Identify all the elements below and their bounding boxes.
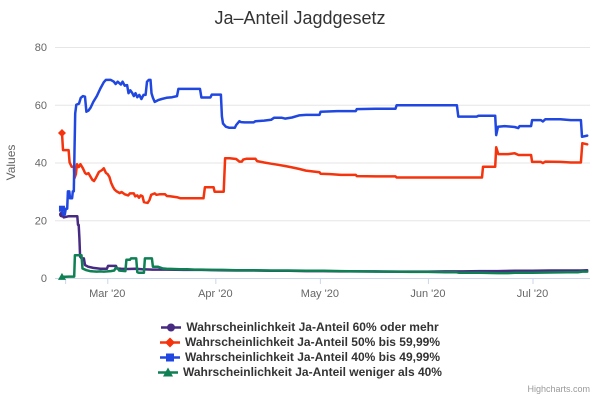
triangle-icon: [163, 367, 173, 377]
triangle-marker-icon: [57, 272, 66, 280]
y-tick-label: 60: [35, 100, 47, 112]
y-tick-label: 80: [35, 42, 47, 54]
legend-item-label: Wahrscheinlichkeit Ja-Anteil weniger als…: [183, 365, 442, 379]
legend-item-2[interactable]: Wahrscheinlichkeit Ja-Anteil 40% bis 49,…: [160, 350, 440, 365]
circle-icon: [167, 323, 176, 332]
y-axis-title: Values: [4, 145, 18, 181]
diamond-legend-marker-icon: [160, 337, 180, 348]
highcharts-credit-link[interactable]: Highcharts.com: [527, 384, 590, 394]
legend-item-0[interactable]: Wahrscheinlichkeit Ja-Anteil 60% oder me…: [161, 320, 439, 335]
y-tick-label: 0: [41, 273, 47, 285]
x-tick-label: Jun '20: [410, 288, 445, 300]
y-tick-label: 40: [35, 158, 47, 170]
legend-item-label: Wahrscheinlichkeit Ja-Anteil 50% bis 59,…: [185, 335, 440, 349]
legend-item-3[interactable]: Wahrscheinlichkeit Ja-Anteil weniger als…: [158, 365, 442, 380]
legend-item-label: Wahrscheinlichkeit Ja-Anteil 40% bis 49,…: [185, 350, 440, 364]
legend-item-1[interactable]: Wahrscheinlichkeit Ja-Anteil 50% bis 59,…: [160, 335, 440, 350]
diamond-marker-icon: [57, 129, 66, 138]
triangle-legend-marker-icon: [158, 367, 178, 377]
square-legend-marker-icon: [160, 353, 180, 362]
series-line-1[interactable]: [60, 131, 589, 205]
square-icon: [166, 353, 174, 362]
square-marker-icon: [58, 205, 65, 212]
diamond-icon: [165, 337, 175, 348]
x-tick-label: Jul '20: [517, 288, 548, 300]
series-line-2[interactable]: [60, 78, 589, 216]
legend: Wahrscheinlichkeit Ja-Anteil 60% oder me…: [0, 320, 600, 380]
x-tick-label: May '20: [301, 288, 339, 300]
chart-title: Ja–Anteil Jagdgesetz: [214, 8, 386, 28]
x-tick-label: Mar '20: [89, 288, 125, 300]
circle-legend-marker-icon: [161, 323, 182, 332]
y-tick-label: 20: [35, 215, 47, 227]
series-line-3[interactable]: [60, 253, 589, 279]
x-tick-label: Apr '20: [198, 288, 233, 300]
legend-item-label: Wahrscheinlichkeit Ja-Anteil 60% oder me…: [186, 320, 439, 334]
series-line-0[interactable]: [60, 213, 589, 273]
